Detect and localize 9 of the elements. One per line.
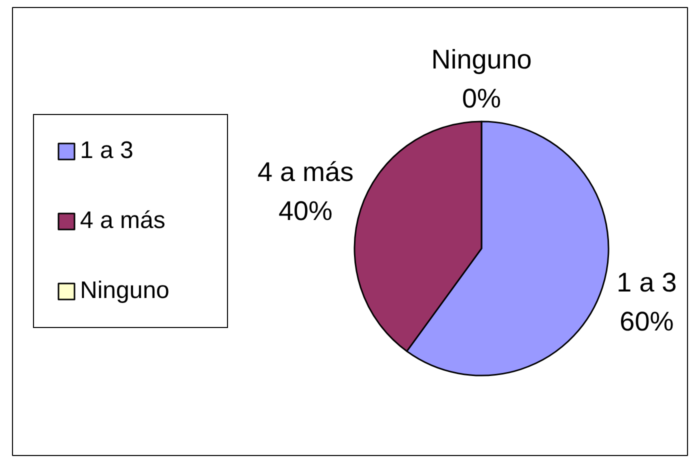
text: 0% — [462, 83, 502, 114]
legend-label: 4 a más — [80, 207, 166, 235]
legend-label: 1 a 3 — [80, 137, 134, 165]
data-label: 60% — [620, 306, 674, 337]
category-label: Ninguno — [431, 44, 532, 74]
legend-label: Ninguno — [80, 277, 170, 305]
slice-label: 1 a 3 — [616, 268, 677, 298]
slice-label: 4 a más — [258, 156, 354, 187]
data-label: 40% — [278, 196, 333, 226]
